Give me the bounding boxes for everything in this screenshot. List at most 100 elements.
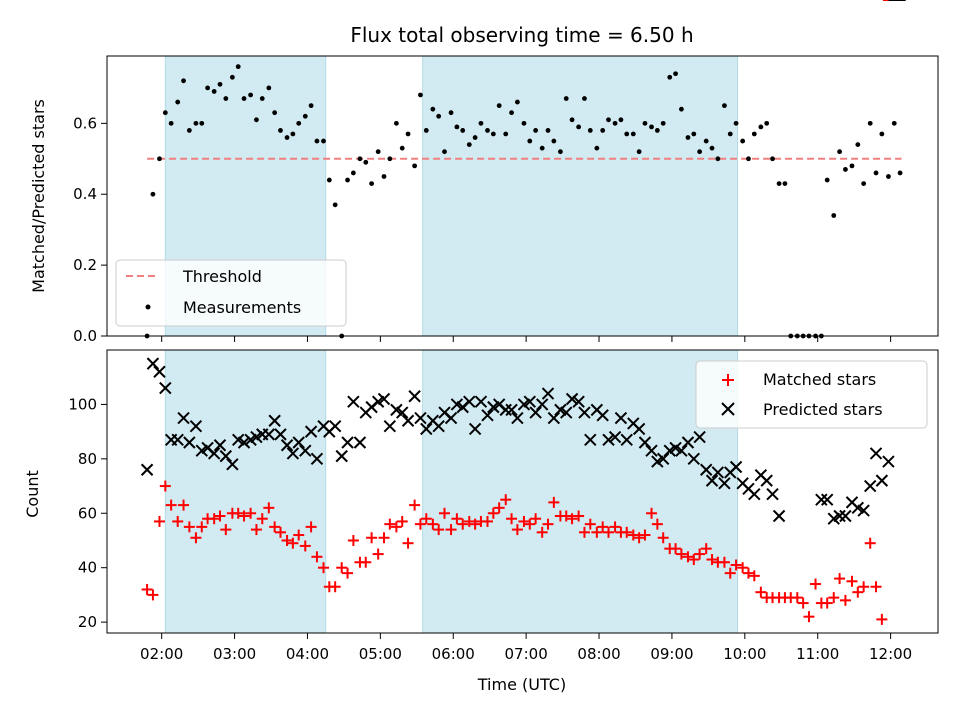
- predicted-star-point: [401, 414, 415, 427]
- x-tick-label: 03:00: [213, 645, 256, 663]
- matched-star-point: [487, 507, 499, 519]
- predicted-star-point: [335, 449, 348, 463]
- y-tick-label: 60: [78, 504, 97, 522]
- predicted-star-point: [237, 436, 251, 449]
- measurement-point: [861, 181, 867, 186]
- matched-star-point: [360, 556, 372, 568]
- bottom-axes-frame: [106, 349, 939, 634]
- predicted-star-point: [140, 463, 154, 476]
- matched-star-point: [737, 562, 749, 574]
- bottom-x-ticks: 02:00 03:00 04:00 05:00 06:00 07:00 08:00 09:00…: [140, 633, 912, 663]
- matched-star-point: [675, 548, 687, 560]
- measurement-point: [211, 89, 217, 94]
- bottom-legend: Matched stars Predicted stars: [695, 360, 928, 429]
- y-tick-label: 100: [68, 395, 97, 413]
- measurement-point: [278, 128, 283, 133]
- measurement-point: [162, 110, 168, 116]
- predicted-star-point: [146, 357, 160, 370]
- measurement-point: [831, 213, 837, 218]
- measurement-point: [369, 181, 375, 186]
- measurement-point: [891, 120, 897, 126]
- measurement-point: [539, 145, 545, 151]
- measurement-point: [193, 120, 199, 126]
- bottom-legend-box: [695, 360, 928, 429]
- y-tick-label: 0.6: [73, 114, 97, 132]
- predicted-star-point: [280, 439, 294, 452]
- matched-star-point: [232, 507, 244, 519]
- predicted-star-point: [189, 419, 203, 433]
- matched-star-point: [256, 513, 268, 525]
- matched-star-point: [445, 524, 457, 536]
- measurement-point: [381, 174, 387, 179]
- predicted-star-point: [645, 444, 658, 457]
- matched-star-point: [682, 551, 694, 563]
- measurement-point: [679, 106, 684, 112]
- legend-measurements-label: Measurements: [183, 298, 301, 317]
- matched-star-point: [797, 597, 809, 609]
- measurement-point: [709, 145, 715, 151]
- measurement-point: [770, 156, 775, 162]
- predicted-star-point: [675, 444, 688, 457]
- matched-star-point: [597, 521, 609, 533]
- matched-star-point: [238, 510, 250, 522]
- matched-star-point: [584, 518, 596, 530]
- measurement-point: [776, 181, 782, 186]
- matched-star-point: [269, 521, 281, 533]
- measurement-point: [478, 120, 484, 126]
- bottom-y-axis-label: Count: [23, 470, 42, 518]
- matched-star-point: [639, 529, 651, 541]
- measurement-point: [168, 120, 174, 126]
- predicted-star-point: [171, 433, 184, 447]
- matched-star-point: [329, 581, 341, 593]
- measurement-point: [332, 202, 338, 208]
- predicted-star-point: [864, 479, 877, 493]
- measurement-point: [733, 120, 739, 126]
- predicted-star-point: [608, 430, 622, 444]
- measurement-point: [509, 110, 514, 116]
- predicted-star-point: [596, 409, 609, 422]
- measurement-point: [496, 103, 502, 109]
- matched-star-point: [165, 499, 177, 511]
- top-axes-frame: [106, 55, 939, 337]
- measurement-point: [587, 128, 593, 133]
- predicted-star-point: [748, 488, 761, 501]
- measurement-point: [660, 120, 666, 126]
- predicted-star-point: [292, 436, 305, 449]
- measurement-point: [229, 74, 235, 80]
- matched-star-point: [864, 537, 876, 549]
- matched-star-point: [482, 515, 494, 527]
- matched-star-point: [633, 532, 645, 544]
- matched-star-point: [281, 534, 293, 546]
- matched-star-point: [651, 518, 663, 530]
- measurement-point: [418, 92, 423, 98]
- matched-star-point: [433, 524, 445, 536]
- observing-interval-1: [422, 55, 739, 337]
- matched-star-point: [493, 502, 505, 514]
- x-tick-label: 10:00: [723, 645, 766, 663]
- measurement-point: [746, 156, 751, 162]
- predicted-star-point: [729, 460, 743, 474]
- matched-star-point: [409, 499, 421, 511]
- matched-star-point: [810, 578, 822, 590]
- measurement-point: [254, 117, 259, 123]
- measurement-point: [782, 181, 788, 186]
- matched-star-point: [870, 581, 882, 593]
- top-y-axis-label: Matched/Predicted stars: [29, 99, 48, 293]
- matched-star-point: [560, 510, 572, 522]
- matched-star-point: [609, 521, 621, 533]
- predicted-star-point: [869, 447, 883, 460]
- measurement-point: [576, 124, 582, 130]
- matched-star-point: [305, 521, 317, 533]
- measurement-point: [363, 159, 369, 165]
- matched-star-point: [828, 592, 840, 604]
- matched-star-point: [748, 570, 760, 582]
- predicted-star-point: [620, 433, 633, 447]
- matched-star-point: [214, 510, 226, 522]
- measurement-point: [545, 128, 551, 133]
- matched-star-point: [396, 515, 408, 527]
- measurement-point: [551, 138, 557, 144]
- predicted-star-point: [177, 411, 190, 425]
- predicted-star-point: [535, 398, 549, 411]
- matched-star-point: [196, 521, 208, 533]
- measurement-point: [485, 128, 490, 133]
